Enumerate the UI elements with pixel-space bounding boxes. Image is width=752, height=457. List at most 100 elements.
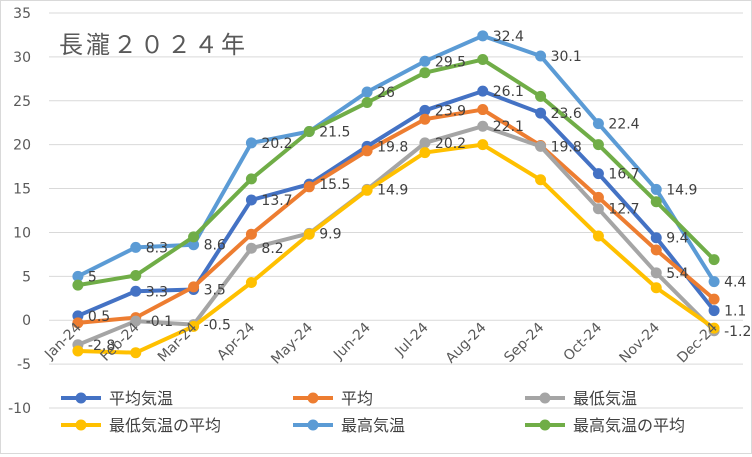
data-label: 22.4 xyxy=(608,117,639,133)
data-point xyxy=(419,55,431,67)
data-point xyxy=(361,145,373,157)
data-label: 0.5 xyxy=(88,309,110,325)
data-point xyxy=(419,113,431,125)
data-point xyxy=(477,85,489,97)
data-point xyxy=(592,118,604,130)
data-point xyxy=(361,86,373,98)
data-label: 20.2 xyxy=(435,136,466,152)
legend-swatch-marker xyxy=(307,419,319,431)
data-label: 20.2 xyxy=(261,136,292,152)
data-label: 22.1 xyxy=(493,119,524,135)
data-label: 14.9 xyxy=(666,182,697,198)
legend-swatch-marker xyxy=(539,419,551,431)
series-line xyxy=(75,107,717,325)
y-tick-label: 10 xyxy=(13,225,31,241)
data-label: 26 xyxy=(377,85,395,101)
data-point xyxy=(535,174,547,186)
data-point xyxy=(592,139,604,151)
data-point xyxy=(245,194,257,206)
data-label: 4.4 xyxy=(724,275,746,291)
data-label: 29.5 xyxy=(435,54,466,70)
series-line xyxy=(75,57,717,288)
legend-label: 平均気温 xyxy=(109,389,173,408)
x-tick-label: May-24 xyxy=(268,320,316,368)
data-point xyxy=(188,239,200,251)
x-tick-label: Sep-24 xyxy=(501,320,547,366)
legend-swatch-marker xyxy=(307,392,319,404)
data-point xyxy=(245,242,257,254)
data-label: -1.2 xyxy=(724,324,751,340)
data-point xyxy=(708,293,720,305)
data-point xyxy=(708,322,720,334)
data-point xyxy=(535,50,547,62)
legend-swatch-marker xyxy=(75,419,87,431)
x-tick-label: Nov-24 xyxy=(617,320,664,367)
data-label: 9.9 xyxy=(319,226,341,242)
data-label: 3.3 xyxy=(146,284,168,300)
data-label: 16.7 xyxy=(608,167,639,183)
y-tick-label: 35 xyxy=(13,6,31,22)
data-point xyxy=(650,183,662,195)
data-point xyxy=(188,231,200,243)
legend-label: 最低気温 xyxy=(573,389,637,408)
data-point xyxy=(477,120,489,132)
data-label: 15.5 xyxy=(319,177,350,193)
y-axis-ticks: -10 -5 0 5 10 15 20 25 30 35 xyxy=(8,6,31,417)
data-point xyxy=(245,276,257,288)
data-point xyxy=(650,267,662,279)
data-labels: 0.5 3.3 3.5 13.7 15.5 19.8 23.9 26.1 23.6 16.7 9.4… xyxy=(88,29,751,354)
y-tick-label: 30 xyxy=(13,50,31,66)
x-tick-label: Oct-24 xyxy=(561,320,606,365)
legend-item: 最低気温の平均 xyxy=(61,416,221,435)
legend-item: 最高気温の平均 xyxy=(525,416,685,435)
chart-title: 長瀧２０２４年 xyxy=(59,31,248,59)
data-label: 19.8 xyxy=(551,139,582,155)
y-tick-label: 15 xyxy=(13,182,31,198)
data-point xyxy=(130,269,142,281)
legend-label: 最高気温 xyxy=(341,416,405,435)
series-5 xyxy=(72,54,720,291)
data-point xyxy=(72,270,84,282)
x-tick-label: Dec-24 xyxy=(674,320,721,367)
data-point xyxy=(535,140,547,152)
data-label: 1.1 xyxy=(724,304,746,320)
data-point xyxy=(535,107,547,119)
x-tick-label: Jul-24 xyxy=(392,320,432,360)
series-line xyxy=(75,33,717,284)
y-tick-label: -5 xyxy=(17,357,31,373)
data-label: 9.4 xyxy=(666,231,688,247)
data-label: 23.6 xyxy=(551,106,582,122)
data-label: -0.1 xyxy=(146,314,173,330)
y-tick-label: 5 xyxy=(22,269,31,285)
data-point xyxy=(592,191,604,203)
data-point xyxy=(708,305,720,317)
data-label: 14.9 xyxy=(377,182,408,198)
legend-item: 平均気温 xyxy=(61,389,173,408)
data-point xyxy=(650,232,662,244)
series-3 xyxy=(72,139,720,359)
data-label: 8.6 xyxy=(204,238,226,254)
data-point xyxy=(419,147,431,159)
data-point xyxy=(419,104,431,116)
x-tick-label: Aug-24 xyxy=(443,320,490,367)
data-point xyxy=(130,285,142,297)
data-point xyxy=(650,244,662,256)
data-point xyxy=(303,126,315,137)
data-label: 13.7 xyxy=(261,193,292,209)
data-point xyxy=(130,241,142,253)
data-point xyxy=(188,320,200,332)
legend-label: 最高気温の平均 xyxy=(573,416,685,435)
data-point xyxy=(245,228,257,240)
y-tick-label: 20 xyxy=(13,138,31,154)
data-label: 12.7 xyxy=(608,202,639,218)
data-label: 5.4 xyxy=(666,266,688,282)
data-point xyxy=(303,181,315,193)
data-point xyxy=(303,228,315,240)
data-label: 30.1 xyxy=(551,49,582,65)
data-label: 19.8 xyxy=(377,139,408,155)
y-tick-label: -10 xyxy=(8,401,31,417)
y-tick-label: 0 xyxy=(22,313,31,329)
data-point xyxy=(361,97,373,109)
